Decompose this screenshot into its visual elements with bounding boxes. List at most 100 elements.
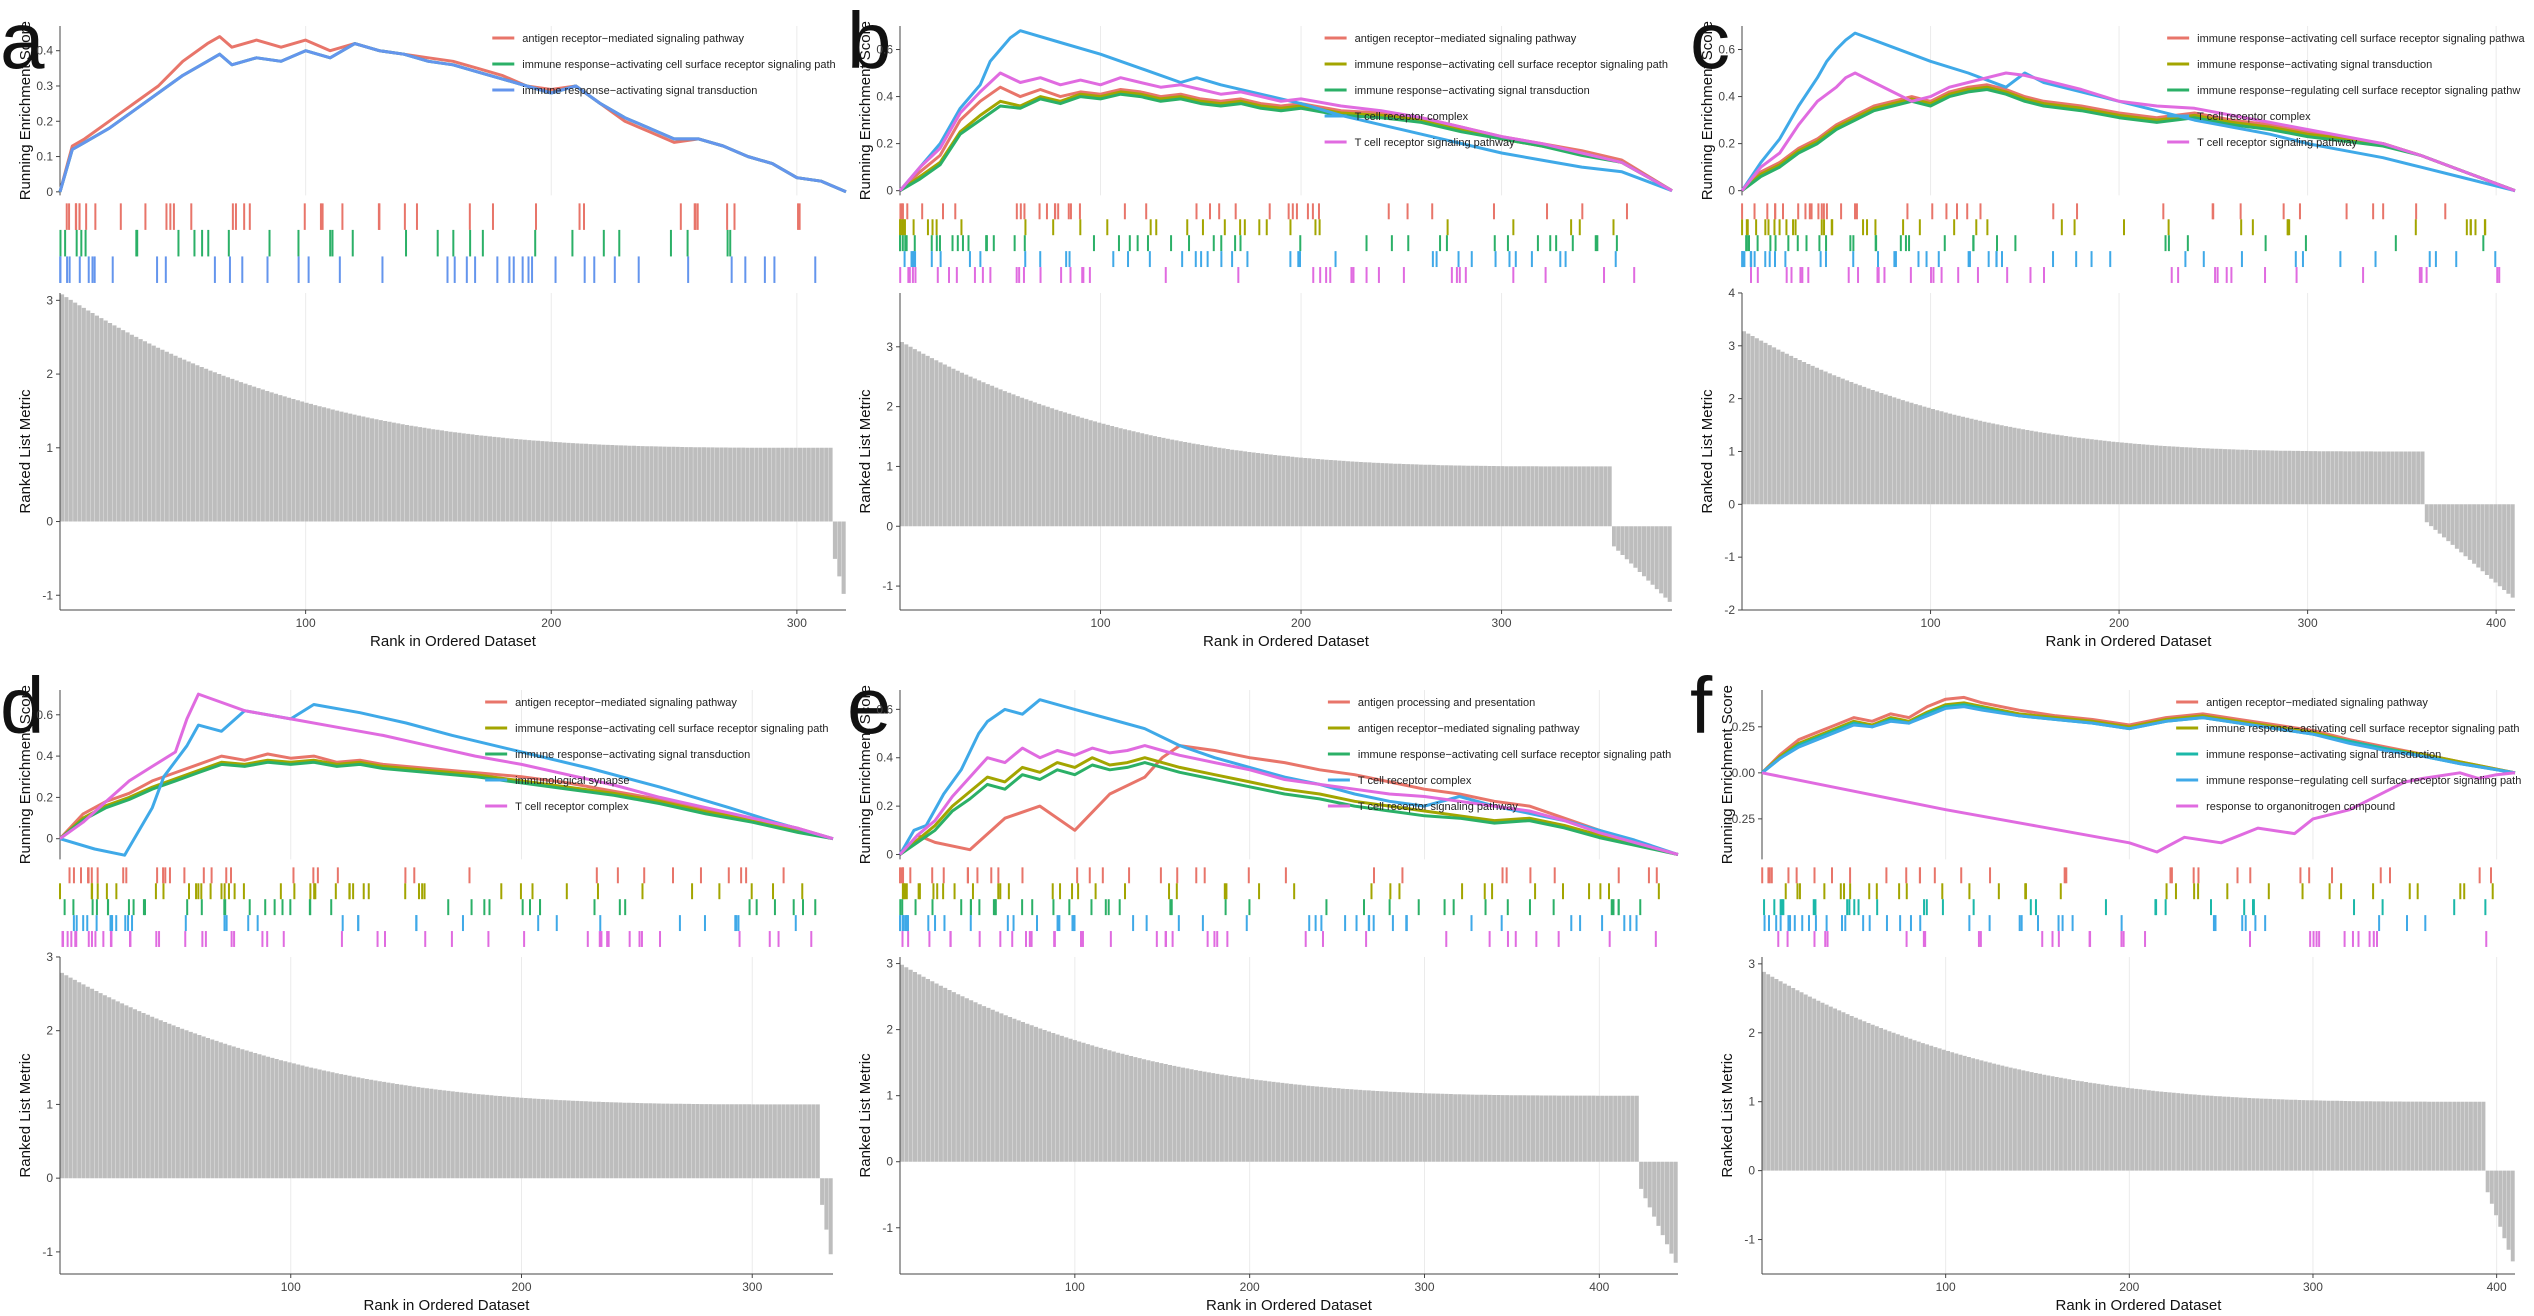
es-y-tick-label: 0.6 <box>876 43 893 57</box>
legend-label: T cell receptor signaling pathway <box>2197 137 2357 149</box>
es-curve-5 <box>1740 71 2516 193</box>
x-tick-label: 200 <box>2109 616 2129 630</box>
legend-label: T cell receptor signaling pathway <box>1355 137 1515 149</box>
x-axis-label: Rank in Ordered Dataset <box>2046 633 2213 650</box>
es-curve-2 <box>899 90 1673 193</box>
ranked-metric-bars <box>1762 971 2515 1262</box>
legend-label: T cell receptor complex <box>1355 111 1469 123</box>
es-curve-3 <box>1761 703 2516 775</box>
legend-label: antigen receptor−mediated signaling path… <box>522 33 744 45</box>
metric-y-axis-label: Ranked List Metric <box>17 389 34 514</box>
metric-y-tick-label: -1 <box>1724 550 1735 564</box>
legend-label: immune response−activating signal transd… <box>1355 85 1590 97</box>
legend-label: immune response−activating signal transd… <box>522 85 757 97</box>
metric-y-tick-label: 2 <box>1748 1026 1755 1040</box>
es-y-tick-label: 0.4 <box>1718 90 1735 104</box>
legend-label: immune response−activating cell surface … <box>2197 33 2525 45</box>
x-tick-label: 200 <box>541 616 561 630</box>
es-y-tick-label: 0.2 <box>1718 137 1735 151</box>
metric-y-tick-label: -1 <box>882 579 893 593</box>
es-curve-3 <box>899 92 1673 193</box>
metric-y-tick-label: -2 <box>1724 603 1735 617</box>
es-y-tick-label: 0 <box>886 848 893 862</box>
metric-y-tick-label: -1 <box>42 588 53 602</box>
x-tick-label: 300 <box>742 1280 762 1294</box>
legend-label: immune response−activating cell surface … <box>515 723 828 735</box>
legend-label: immune response−regulating cell surface … <box>2206 775 2521 787</box>
x-tick-label: 100 <box>1921 616 1941 630</box>
es-y-axis-label: Running Enrichment Score <box>1699 21 1716 200</box>
metric-y-tick-label: 0 <box>46 1171 53 1185</box>
es-y-tick-label: 0.2 <box>876 137 893 151</box>
legend-label: immune response−activating cell surface … <box>2206 723 2519 735</box>
metric-y-tick-label: -1 <box>882 1221 893 1235</box>
panel-letter: d <box>0 661 45 750</box>
es-y-tick-label: 0.4 <box>876 90 893 104</box>
legend-label: immune response−activating cell surface … <box>1358 749 1671 761</box>
x-tick-label: 300 <box>1492 616 1512 630</box>
es-curve-5 <box>898 71 1673 193</box>
es-curve-1 <box>1760 695 2516 775</box>
metric-y-axis-label: Ranked List Metric <box>17 1053 34 1178</box>
legend-label: immune response−activating cell surface … <box>522 59 835 71</box>
legend-label: antigen processing and presentation <box>1358 697 1535 709</box>
legend-label: antigen receptor−mediated signaling path… <box>1355 33 1577 45</box>
panel-letter: f <box>1690 661 1713 750</box>
x-axis-label: Rank in Ordered Dataset <box>1203 633 1370 650</box>
metric-y-tick-label: -1 <box>1744 1233 1755 1247</box>
es-curve-2 <box>59 758 834 841</box>
es-y-axis-label: Running Enrichment Score <box>1719 685 1736 864</box>
metric-y-tick-label: 0 <box>1728 497 1735 511</box>
x-tick-label: 300 <box>787 616 807 630</box>
es-curve-2 <box>1760 701 2516 775</box>
es-y-tick-label: 0.6 <box>36 708 53 722</box>
es-y-tick-label: 0.3 <box>36 79 53 93</box>
metric-y-tick-label: 3 <box>1748 957 1755 971</box>
x-axis-label: Rank in Ordered Dataset <box>370 633 537 650</box>
es-curve-2 <box>1741 85 2516 193</box>
legend-label: immunological synapse <box>515 775 629 787</box>
panel-letter: a <box>0 0 45 85</box>
x-tick-label: 400 <box>1589 1280 1609 1294</box>
x-axis-label: Rank in Ordered Dataset <box>2056 1297 2223 1314</box>
es-y-tick-label: 0 <box>46 832 53 846</box>
legend-label: antigen receptor−mediated signaling path… <box>2206 697 2428 709</box>
es-y-tick-label: 0.2 <box>36 114 53 128</box>
metric-y-tick-label: 4 <box>1728 286 1735 300</box>
es-y-tick-label: 0.6 <box>876 702 893 716</box>
x-tick-label: 100 <box>281 1280 301 1294</box>
es-curve-4 <box>1761 705 2516 775</box>
legend-label: T cell receptor signaling pathway <box>1358 801 1518 813</box>
x-tick-label: 300 <box>2298 616 2318 630</box>
metric-y-tick-label: 3 <box>46 950 53 964</box>
metric-y-tick-label: -1 <box>42 1245 53 1259</box>
es-curve-1 <box>1740 83 2516 193</box>
x-tick-label: 200 <box>511 1280 531 1294</box>
ranked-metric-bars <box>900 342 1672 602</box>
es-y-tick-label: 0 <box>886 184 893 198</box>
es-curve-3 <box>59 760 834 841</box>
es-curve-1 <box>58 752 834 841</box>
metric-y-tick-label: 2 <box>886 1023 893 1037</box>
es-y-tick-label: 0 <box>1728 184 1735 198</box>
es-y-tick-label: 0.4 <box>36 749 53 763</box>
es-y-axis-label: Running Enrichment Score <box>857 21 874 200</box>
legend-label: immune response−activating signal transd… <box>2206 749 2441 761</box>
metric-y-tick-label: 1 <box>46 441 53 455</box>
metric-y-tick-label: 3 <box>46 293 53 307</box>
es-curve-1 <box>898 744 1679 856</box>
metric-y-tick-label: 1 <box>1748 1095 1755 1109</box>
ranked-metric-bars <box>60 294 846 594</box>
x-tick-label: 200 <box>2119 1280 2139 1294</box>
legend-label: antigen receptor−mediated signaling path… <box>515 697 737 709</box>
x-tick-label: 100 <box>1065 1280 1085 1294</box>
es-y-axis-label: Running Enrichment Score <box>17 21 34 200</box>
es-y-tick-label: 0.2 <box>876 799 893 813</box>
es-y-tick-label: 0.6 <box>1718 43 1735 57</box>
legend-label: immune response−activating cell surface … <box>1355 59 1668 71</box>
x-tick-label: 200 <box>1240 1280 1260 1294</box>
